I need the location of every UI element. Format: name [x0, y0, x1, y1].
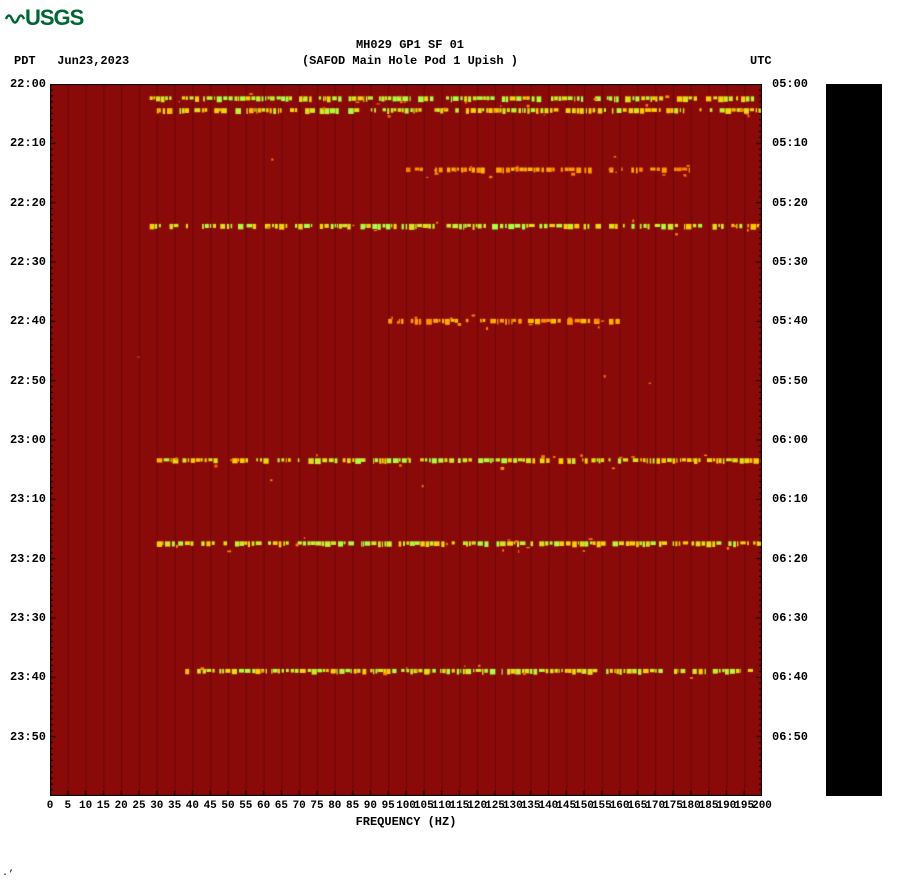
y-tick-left: 23:30 — [10, 611, 46, 625]
y-tick-right: 05:00 — [772, 77, 808, 91]
usgs-logo: USGS — [5, 5, 83, 32]
chart-title: MH029 GP1 SF 01 — [0, 38, 820, 52]
x-tick: 85 — [346, 800, 359, 812]
footer-mark: ·’ — [2, 870, 14, 881]
y-tick-right: 05:20 — [772, 196, 808, 210]
x-tick: 75 — [310, 800, 323, 812]
y-axis-right: 05:0005:1005:2005:3005:4005:5006:0006:10… — [762, 84, 822, 796]
tz-left-label: PDT — [14, 54, 36, 68]
y-tick-right: 05:30 — [772, 255, 808, 269]
x-tick: 70 — [293, 800, 306, 812]
x-tick: 20 — [115, 800, 128, 812]
header-left: PDT Jun23,2023 — [14, 54, 129, 68]
y-tick-left: 23:00 — [10, 433, 46, 447]
wave-icon — [5, 6, 25, 32]
x-tick: 40 — [186, 800, 199, 812]
x-tick: 80 — [328, 800, 341, 812]
x-tick: 15 — [97, 800, 110, 812]
y-tick-left: 22:50 — [10, 374, 46, 388]
y-tick-right: 06:50 — [772, 730, 808, 744]
x-tick: 5 — [64, 800, 71, 812]
y-tick-right: 05:10 — [772, 136, 808, 150]
y-tick-left: 22:20 — [10, 196, 46, 210]
x-tick: 55 — [239, 800, 252, 812]
x-tick: 10 — [79, 800, 92, 812]
x-tick: 90 — [364, 800, 377, 812]
y-tick-right: 05:40 — [772, 314, 808, 328]
x-tick: 50 — [221, 800, 234, 812]
logo-text: USGS — [25, 5, 83, 30]
y-tick-right: 05:50 — [772, 374, 808, 388]
x-tick: 45 — [204, 800, 217, 812]
x-tick: 0 — [47, 800, 54, 812]
y-tick-right: 06:10 — [772, 492, 808, 506]
y-tick-left: 23:40 — [10, 670, 46, 684]
y-tick-left: 22:00 — [10, 77, 46, 91]
y-tick-right: 06:40 — [772, 670, 808, 684]
x-tick: 30 — [150, 800, 163, 812]
y-tick-left: 22:30 — [10, 255, 46, 269]
y-tick-left: 23:50 — [10, 730, 46, 744]
x-tick: 35 — [168, 800, 181, 812]
x-tick: 95 — [382, 800, 395, 812]
y-tick-left: 22:40 — [10, 314, 46, 328]
colorbar — [826, 84, 882, 796]
y-tick-left: 23:20 — [10, 552, 46, 566]
spectrogram-plot — [50, 84, 762, 796]
date-label: Jun23,2023 — [57, 54, 129, 68]
spectrogram-canvas — [50, 84, 762, 796]
y-tick-left: 23:10 — [10, 492, 46, 506]
x-axis-label: FREQUENCY (HZ) — [50, 815, 762, 829]
tz-right-label: UTC — [750, 54, 772, 68]
y-tick-right: 06:00 — [772, 433, 808, 447]
x-tick: 200 — [752, 800, 772, 812]
x-tick: 60 — [257, 800, 270, 812]
y-tick-left: 22:10 — [10, 136, 46, 150]
y-axis-left: 22:0022:1022:2022:3022:4022:5023:0023:10… — [0, 84, 50, 796]
y-tick-right: 06:20 — [772, 552, 808, 566]
x-tick: 65 — [275, 800, 288, 812]
x-tick: 25 — [132, 800, 145, 812]
y-tick-right: 06:30 — [772, 611, 808, 625]
